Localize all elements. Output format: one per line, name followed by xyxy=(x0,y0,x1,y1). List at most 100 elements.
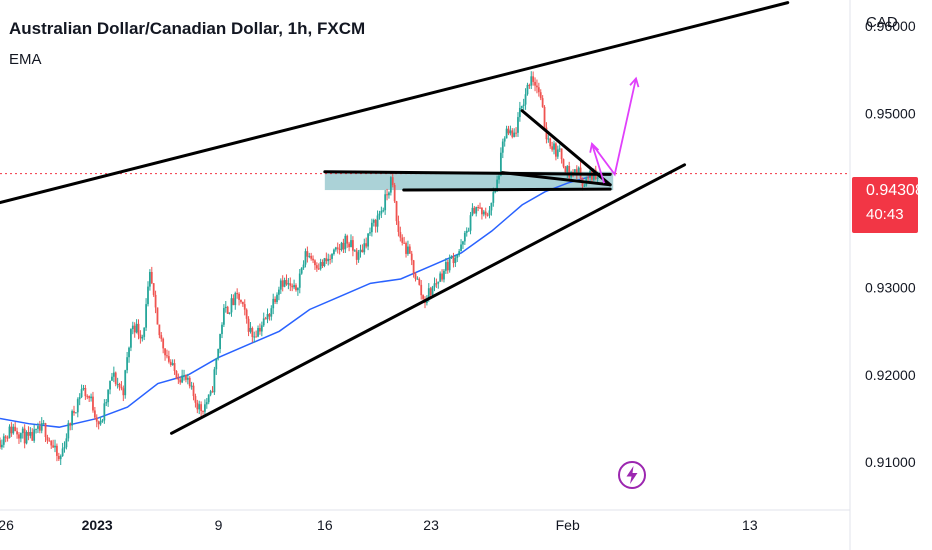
candle-body xyxy=(101,420,104,422)
candle-body xyxy=(492,192,495,203)
candle-body xyxy=(560,148,563,160)
current-price-badge: 0.94308 40:43 xyxy=(852,177,924,233)
candle-body xyxy=(477,207,480,209)
candle-body xyxy=(344,235,347,250)
candle-body xyxy=(44,423,47,437)
candle-body xyxy=(213,369,216,393)
candle-body xyxy=(238,293,240,300)
candle-body xyxy=(103,403,106,421)
candle-body xyxy=(122,388,125,396)
bar-countdown: 40:43 xyxy=(866,206,904,223)
candle-body xyxy=(304,251,307,265)
candle-body xyxy=(547,138,550,140)
pennant-upper-line[interactable] xyxy=(520,109,612,187)
candle-body xyxy=(173,363,176,371)
indicator-label[interactable]: EMA xyxy=(9,51,42,68)
candle-body xyxy=(361,249,364,253)
candle-body xyxy=(59,455,62,460)
candle-body xyxy=(568,165,571,178)
rising-support-trendline[interactable] xyxy=(170,163,687,435)
candle-body xyxy=(240,299,242,302)
candle-body xyxy=(90,396,92,399)
candle-body xyxy=(226,306,229,314)
candle-body xyxy=(118,383,121,388)
y-tick-label: 0.91000 xyxy=(865,454,916,470)
candle-body xyxy=(27,432,30,436)
candle-body xyxy=(150,271,153,284)
x-tick-label: 23 xyxy=(423,517,439,533)
candle-body xyxy=(315,265,318,269)
candle-body xyxy=(336,247,339,249)
candle-body xyxy=(186,377,189,380)
candle-body xyxy=(93,410,96,418)
candle-body xyxy=(410,253,413,261)
candle-body xyxy=(29,431,32,436)
candle-body xyxy=(14,426,17,432)
zone-lower-line[interactable] xyxy=(402,187,612,192)
candle-body xyxy=(188,377,191,387)
candle-body xyxy=(160,335,163,339)
candle-body xyxy=(473,207,476,214)
zone-upper-line[interactable] xyxy=(323,170,612,176)
x-tick-label: Feb xyxy=(556,517,580,533)
candle-body xyxy=(401,237,404,243)
candle-body xyxy=(137,323,140,335)
candle-body xyxy=(82,387,85,390)
projection-path[interactable] xyxy=(591,78,637,184)
candle-body xyxy=(334,247,337,250)
candle-body xyxy=(363,243,366,253)
candle-body xyxy=(80,389,83,398)
candle-body xyxy=(310,255,313,259)
candle-body xyxy=(481,207,483,215)
candle-body xyxy=(243,304,246,310)
candle-body xyxy=(408,246,411,254)
candle-body xyxy=(515,132,517,134)
candle-body xyxy=(4,436,7,438)
candle-body xyxy=(407,246,409,254)
candle-body xyxy=(287,283,290,285)
candle-body xyxy=(429,288,432,295)
candle-body xyxy=(530,76,533,86)
candle-body xyxy=(35,428,37,430)
candle-body xyxy=(566,165,569,173)
candle-body xyxy=(541,98,544,107)
candle-body xyxy=(23,428,26,444)
candle-body xyxy=(139,334,142,339)
candle-body xyxy=(162,338,165,349)
candle-body xyxy=(171,363,174,365)
candle-body xyxy=(221,324,223,335)
candle-body xyxy=(462,241,464,245)
candle-body xyxy=(211,391,214,393)
candle-body xyxy=(536,85,538,88)
candle-body xyxy=(274,298,277,303)
candle-body xyxy=(230,298,233,313)
candle-body xyxy=(526,84,529,95)
candle-body xyxy=(112,372,115,377)
candle-body xyxy=(441,273,443,280)
lightning-bolt-icon[interactable] xyxy=(617,460,647,490)
candle-body xyxy=(179,379,182,383)
candle-body xyxy=(312,258,314,261)
candle-body xyxy=(517,117,519,133)
candle-body xyxy=(177,378,180,380)
candle-body xyxy=(152,283,155,295)
candle-body xyxy=(308,255,311,257)
candle-body xyxy=(236,293,239,295)
candle-body xyxy=(0,440,1,448)
candle-body xyxy=(325,258,328,262)
candle-body xyxy=(95,417,98,422)
candle-body xyxy=(166,355,168,357)
pennant-lower-line[interactable] xyxy=(500,171,612,187)
candle-body xyxy=(460,244,462,252)
candle-body xyxy=(587,177,590,179)
candle-body xyxy=(395,201,398,222)
candle-body xyxy=(92,396,94,411)
candle-body xyxy=(427,288,430,299)
candle-body xyxy=(215,358,218,370)
y-tick-label: 0.96000 xyxy=(865,18,916,34)
candle-body xyxy=(443,270,445,280)
channel-top-trendline[interactable] xyxy=(0,1,790,205)
candle-body xyxy=(534,81,536,86)
candle-body xyxy=(18,434,20,439)
